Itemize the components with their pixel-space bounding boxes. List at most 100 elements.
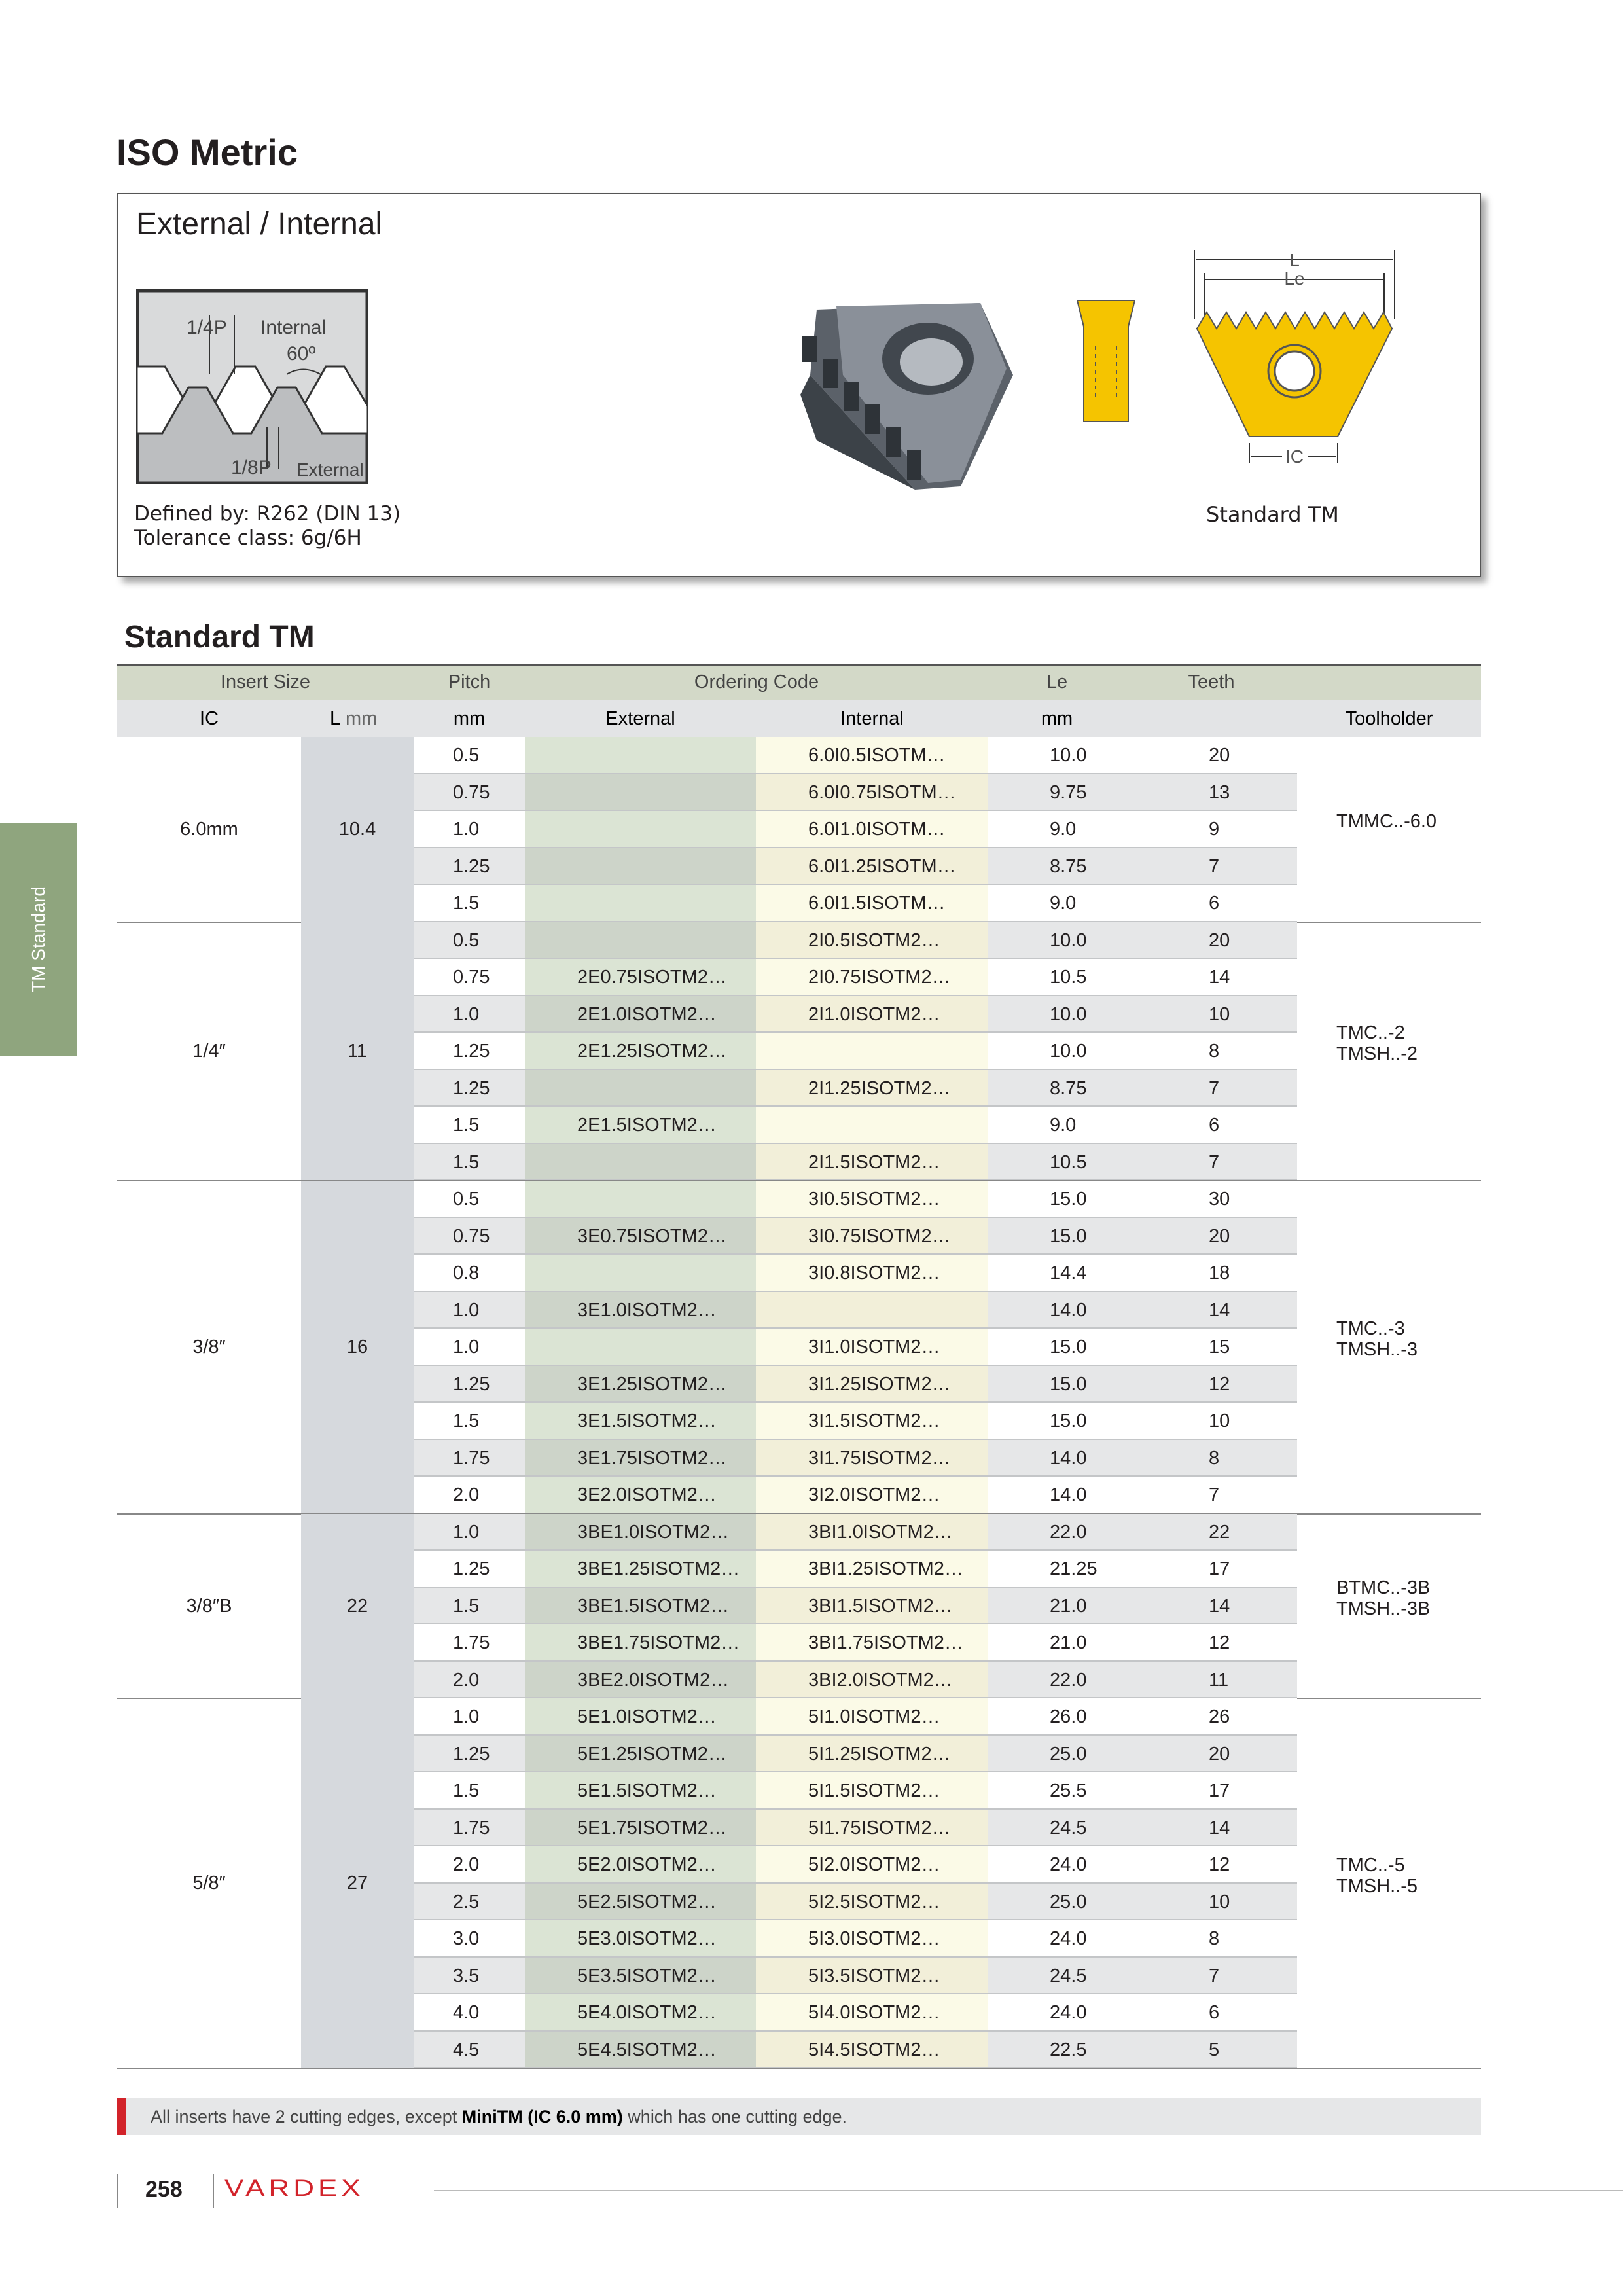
pitch-cell: 0.5 <box>414 737 525 774</box>
teeth-cell: 10 <box>1126 1883 1297 1920</box>
ic-cell: 3/8″B <box>186 1595 232 1617</box>
le-cell: 10.0 <box>988 737 1126 774</box>
pitch-cell: 1.0 <box>414 1513 525 1551</box>
header-cell: Ordering Code <box>694 672 819 692</box>
external-cell: 3E1.75ISOTM2… <box>525 1439 756 1477</box>
internal-cell: 3BI1.75ISOTM2… <box>756 1624 988 1662</box>
l-cell: 11 <box>347 1040 368 1062</box>
teeth-cell: 5 <box>1126 2031 1297 2068</box>
side-tab: TM Standard <box>0 823 77 1056</box>
teeth-cell: 22 <box>1126 1513 1297 1551</box>
toolholder-cell: TMSH..-2 <box>1336 1043 1418 1065</box>
external-cell: 5E1.25ISOTM2… <box>525 1735 756 1772</box>
teeth-cell: 6 <box>1126 1107 1297 1144</box>
box-title: External / Internal <box>136 207 383 242</box>
quarter-pitch-label: 1/4P <box>187 317 227 338</box>
ic-cell: 3/8″ <box>192 1336 226 1357</box>
external-cell <box>525 1329 756 1366</box>
le-cell: 9.0 <box>988 885 1126 922</box>
internal-cell: 5I1.75ISOTM2… <box>756 1809 988 1846</box>
page-title: ISO Metric <box>116 132 298 173</box>
internal-cell: 5I4.0ISOTM2… <box>756 1994 988 2032</box>
pitch-cell: 1.0 <box>414 1698 525 1736</box>
group-rule <box>117 2068 1481 2069</box>
pitch-cell: 2.0 <box>414 1477 525 1514</box>
le-cell: 21.0 <box>988 1587 1126 1624</box>
internal-cell: 2I1.0ISOTM2… <box>756 996 988 1033</box>
le-cell: 14.4 <box>988 1255 1126 1292</box>
external-cell: 5E3.0ISOTM2… <box>525 1920 756 1958</box>
internal-cell: 3BI1.5ISOTM2… <box>756 1587 988 1624</box>
teeth-cell: 14 <box>1126 1587 1297 1624</box>
header-cell: Pitch <box>448 672 491 692</box>
pitch-cell: 2.5 <box>414 1883 525 1920</box>
insert-top-view: L Le IC <box>1194 250 1395 467</box>
insert-photo <box>800 303 1013 490</box>
internal-cell: 3I1.5ISOTM2… <box>756 1403 988 1440</box>
pitch-cell: 4.5 <box>414 2031 525 2068</box>
le-cell: 21.0 <box>988 1624 1126 1662</box>
internal-cell: 6.0I1.5ISOTM… <box>756 885 988 922</box>
teeth-cell: 14 <box>1126 959 1297 996</box>
teeth-cell: 15 <box>1126 1329 1297 1366</box>
le-cell: 10.0 <box>988 1033 1126 1070</box>
tolerance: Tolerance class: 6g/6H <box>134 526 362 550</box>
pitch-cell: 1.5 <box>414 1143 525 1181</box>
pitch-cell: 1.0 <box>414 811 525 848</box>
pitch-cell: 1.25 <box>414 1735 525 1772</box>
teeth-cell: 7 <box>1126 848 1297 885</box>
internal-cell: 6.0I1.25ISOTM… <box>756 848 988 885</box>
pitch-cell: 1.5 <box>414 1587 525 1624</box>
teeth-cell: 30 <box>1126 1181 1297 1218</box>
le-cell: 9.0 <box>988 1107 1126 1144</box>
le-cell: 24.5 <box>988 1957 1126 1994</box>
le-cell: 14.0 <box>988 1477 1126 1514</box>
teeth-cell: 8 <box>1126 1439 1297 1477</box>
internal-cell: 5I4.5ISOTM2… <box>756 2031 988 2068</box>
header-cell: Internal <box>840 708 904 729</box>
header-cell: Teeth <box>1188 672 1235 692</box>
pitch-cell: 1.5 <box>414 1107 525 1144</box>
header-cell: Insert Size <box>221 672 310 692</box>
l-column-bg <box>301 737 414 922</box>
internal-cell: 3I1.25ISOTM2… <box>756 1365 988 1403</box>
le-cell: 22.0 <box>988 1513 1126 1551</box>
internal-cell: 2I0.5ISOTM2… <box>756 922 988 959</box>
toolholder-cell: TMC..-5 <box>1336 1854 1405 1876</box>
internal-cell: 6.0I0.5ISOTM… <box>756 737 988 774</box>
internal-cell: 3BI2.0ISOTM2… <box>756 1661 988 1698</box>
le-cell: 15.0 <box>988 1181 1126 1218</box>
internal-cell: 3I0.5ISOTM2… <box>756 1181 988 1218</box>
note: All inserts have 2 cutting edges, except… <box>117 2098 1481 2135</box>
external-cell: 2E0.75ISOTM2… <box>525 959 756 996</box>
pitch-cell: 1.0 <box>414 1291 525 1329</box>
header-band <box>117 700 1481 737</box>
table-title: Standard TM <box>124 620 315 655</box>
teeth-cell: 9 <box>1126 811 1297 848</box>
teeth-cell: 17 <box>1126 1772 1297 1810</box>
internal-cell: 3I0.8ISOTM2… <box>756 1255 988 1292</box>
internal-cell: 2I1.25ISOTM2… <box>756 1069 988 1107</box>
external-cell <box>525 1143 756 1181</box>
internal-cell: 5I1.0ISOTM2… <box>756 1698 988 1736</box>
pitch-cell: 0.5 <box>414 922 525 959</box>
external-cell: 5E1.5ISOTM2… <box>525 1772 756 1810</box>
teeth-cell: 18 <box>1126 1255 1297 1292</box>
page-number: 258 <box>145 2177 183 2202</box>
le-cell: 15.0 <box>988 1217 1126 1255</box>
le-cell: 10.0 <box>988 922 1126 959</box>
toolholder-cell: TMSH..-3B <box>1336 1598 1431 1619</box>
internal-cell: 6.0I1.0ISOTM… <box>756 811 988 848</box>
external-cell <box>525 737 756 774</box>
le-cell: 24.0 <box>988 1846 1126 1884</box>
toolholder-cell: TMMC..-6.0 <box>1336 811 1437 833</box>
teeth-cell: 6 <box>1126 1994 1297 2032</box>
pitch-cell: 1.25 <box>414 848 525 885</box>
internal-cell: 2I1.5ISOTM2… <box>756 1143 988 1181</box>
teeth-cell: 7 <box>1126 1143 1297 1181</box>
teeth-cell: 12 <box>1126 1624 1297 1662</box>
insert-side-view <box>1077 300 1136 422</box>
toolholder-cell: TMC..-3 <box>1336 1318 1405 1340</box>
toolholder-cell: TMSH..-5 <box>1336 1875 1418 1897</box>
